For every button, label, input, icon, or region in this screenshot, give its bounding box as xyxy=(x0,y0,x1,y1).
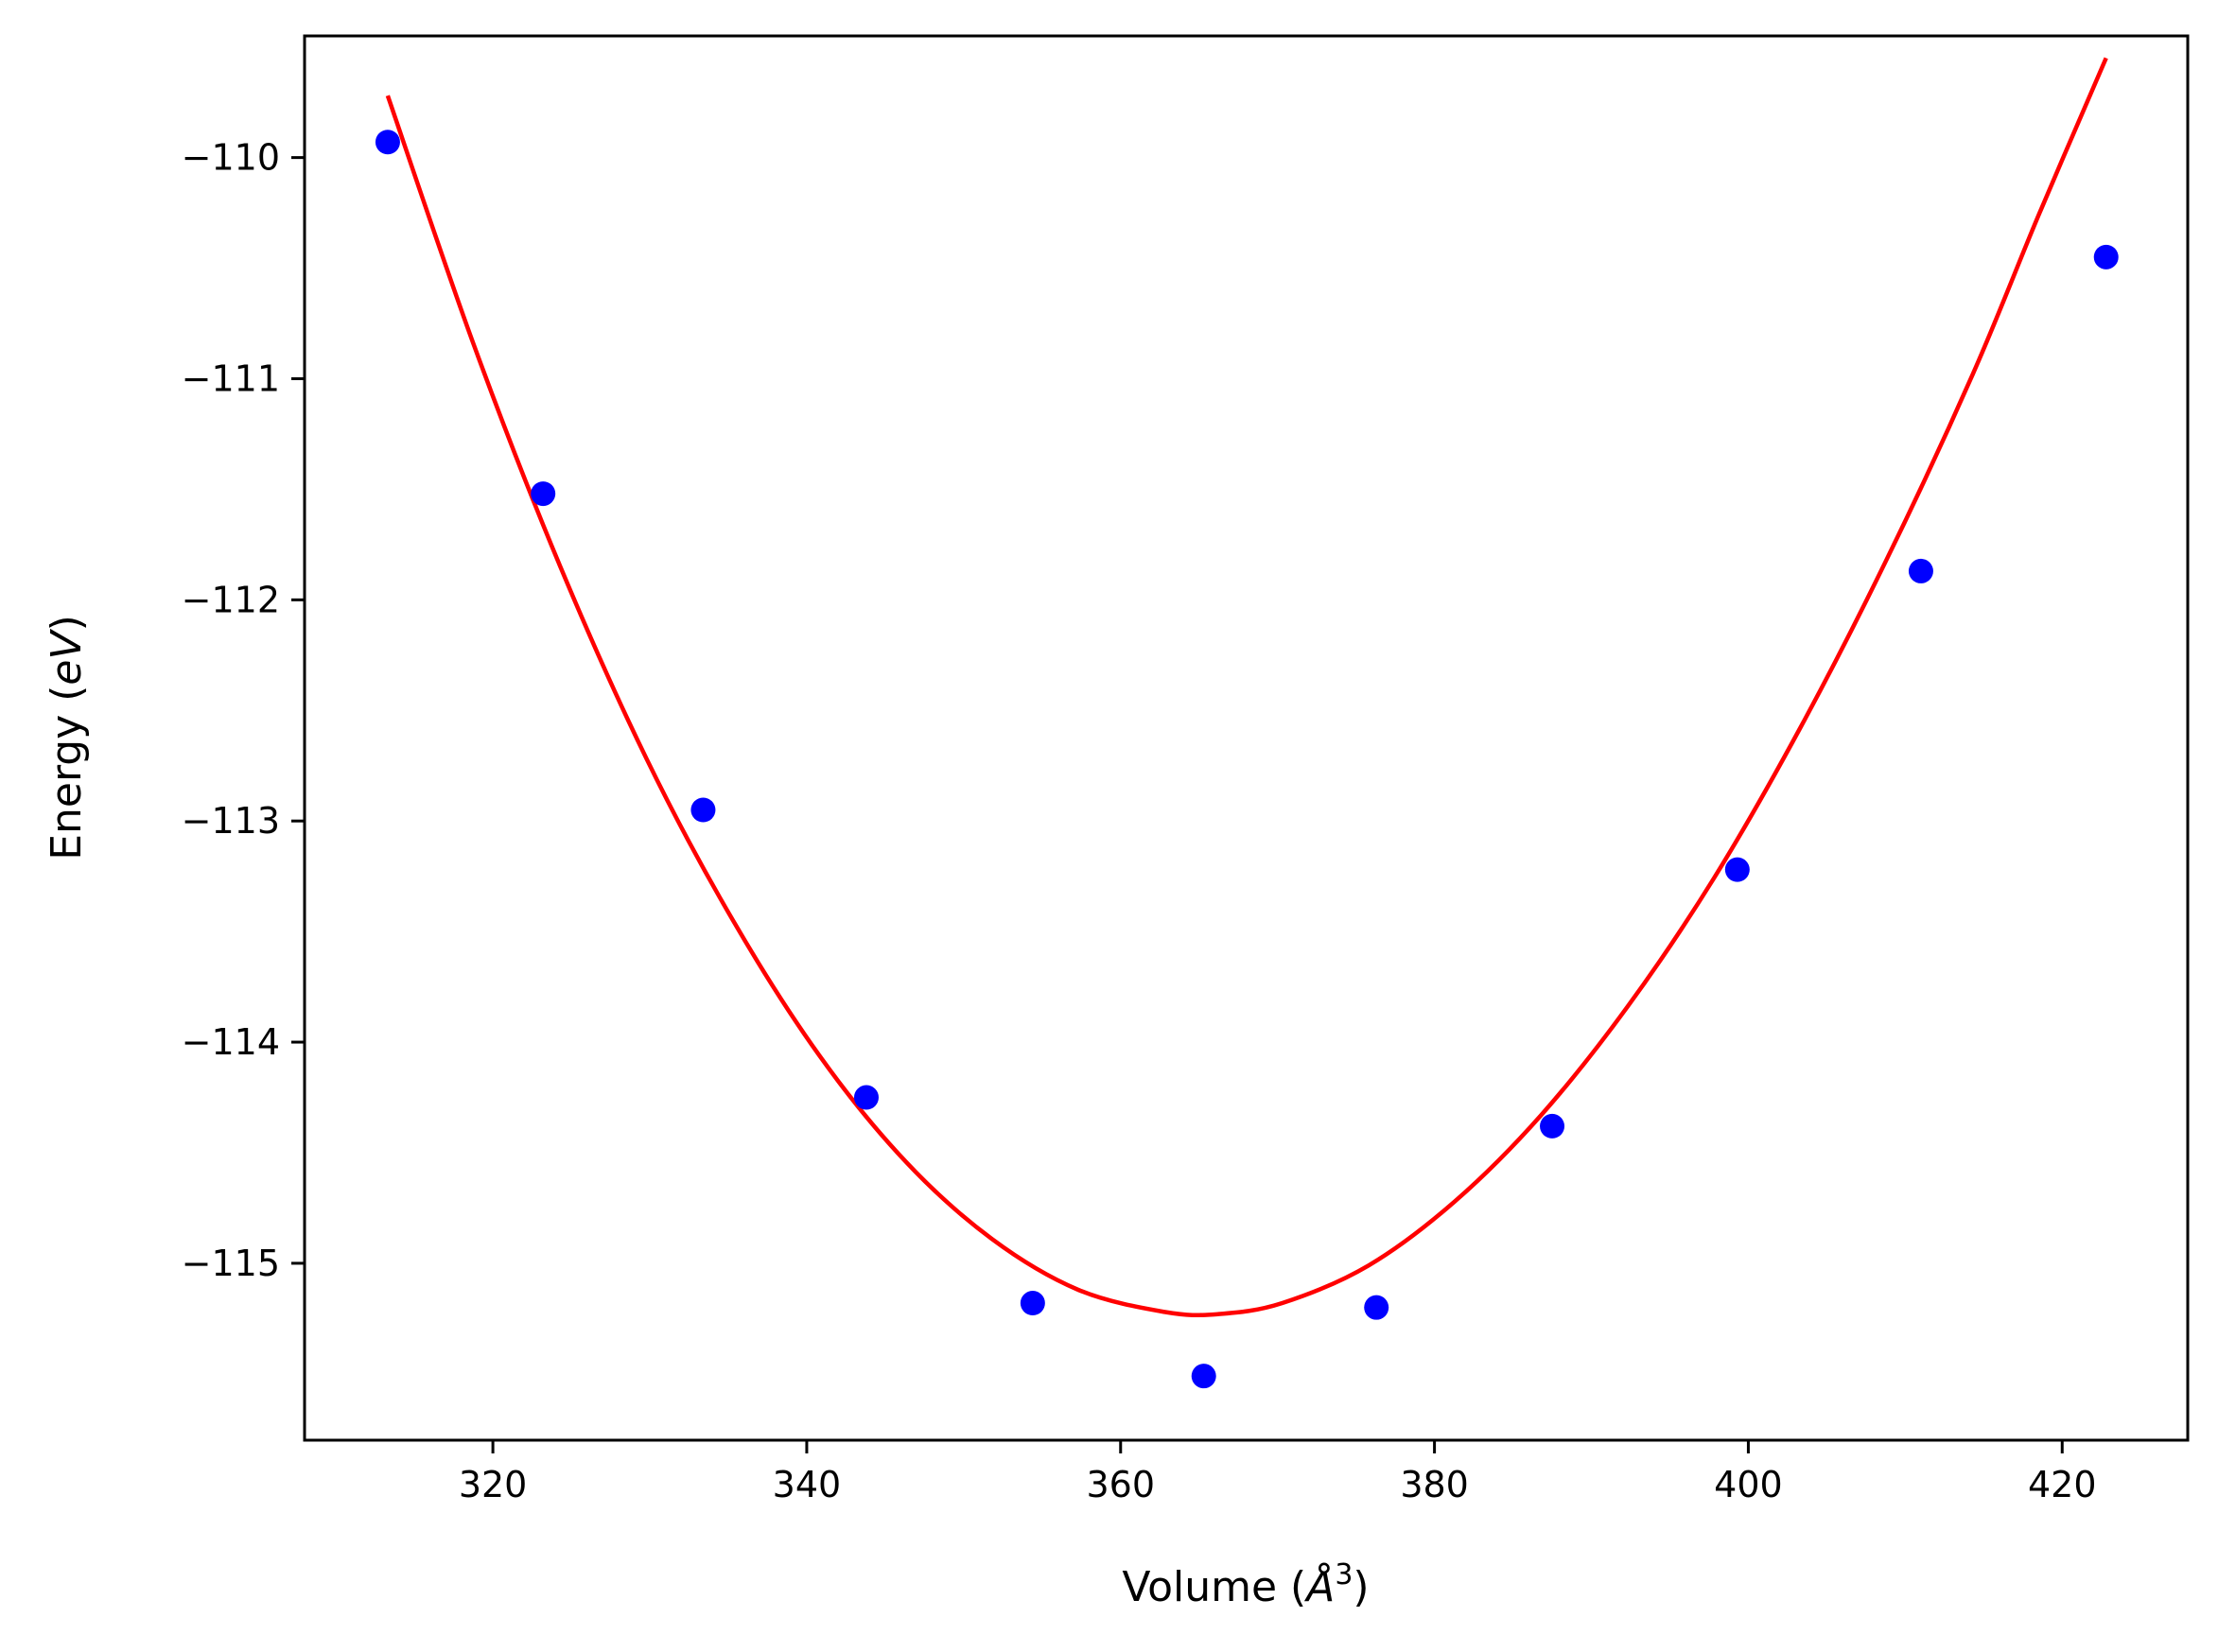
y-axis-ticks: −115 −114 −113 −112 −111 −110 xyxy=(182,137,305,1284)
x-tick-label: 400 xyxy=(1714,1464,1783,1505)
data-point xyxy=(1020,1291,1045,1316)
data-point xyxy=(1364,1295,1389,1320)
x-tick-label: 380 xyxy=(1400,1464,1469,1505)
y-tick-label: −112 xyxy=(182,579,280,620)
data-point xyxy=(1724,857,1750,882)
data-point xyxy=(690,797,716,823)
data-point xyxy=(853,1085,879,1110)
x-axis-label: Volume (Å3) xyxy=(1122,1558,1369,1611)
y-tick-label: −115 xyxy=(182,1243,280,1284)
data-point xyxy=(2093,244,2119,270)
y-tick-label: −114 xyxy=(182,1021,280,1063)
y-tick-label: −113 xyxy=(182,800,280,842)
fit-curve-layer xyxy=(385,57,2108,1318)
x-tick-label: 360 xyxy=(1087,1464,1156,1505)
fit-curve xyxy=(385,57,2108,1318)
x-axis-ticks: 320 340 360 380 400 420 xyxy=(459,1440,2097,1505)
plot-frame xyxy=(303,34,2190,1442)
y-tick-label: −111 xyxy=(182,357,280,399)
y-tick-label: −110 xyxy=(182,137,280,179)
y-axis-label: Energy (eV) xyxy=(43,615,91,861)
data-point xyxy=(531,481,556,507)
data-points-layer xyxy=(375,130,2119,1389)
data-point xyxy=(1191,1364,1216,1389)
x-tick-label: 320 xyxy=(459,1464,528,1505)
data-point xyxy=(1908,558,1933,583)
data-point xyxy=(1540,1113,1565,1139)
x-tick-label: 340 xyxy=(773,1464,842,1505)
data-point xyxy=(375,130,400,155)
x-tick-label: 420 xyxy=(2028,1464,2097,1505)
